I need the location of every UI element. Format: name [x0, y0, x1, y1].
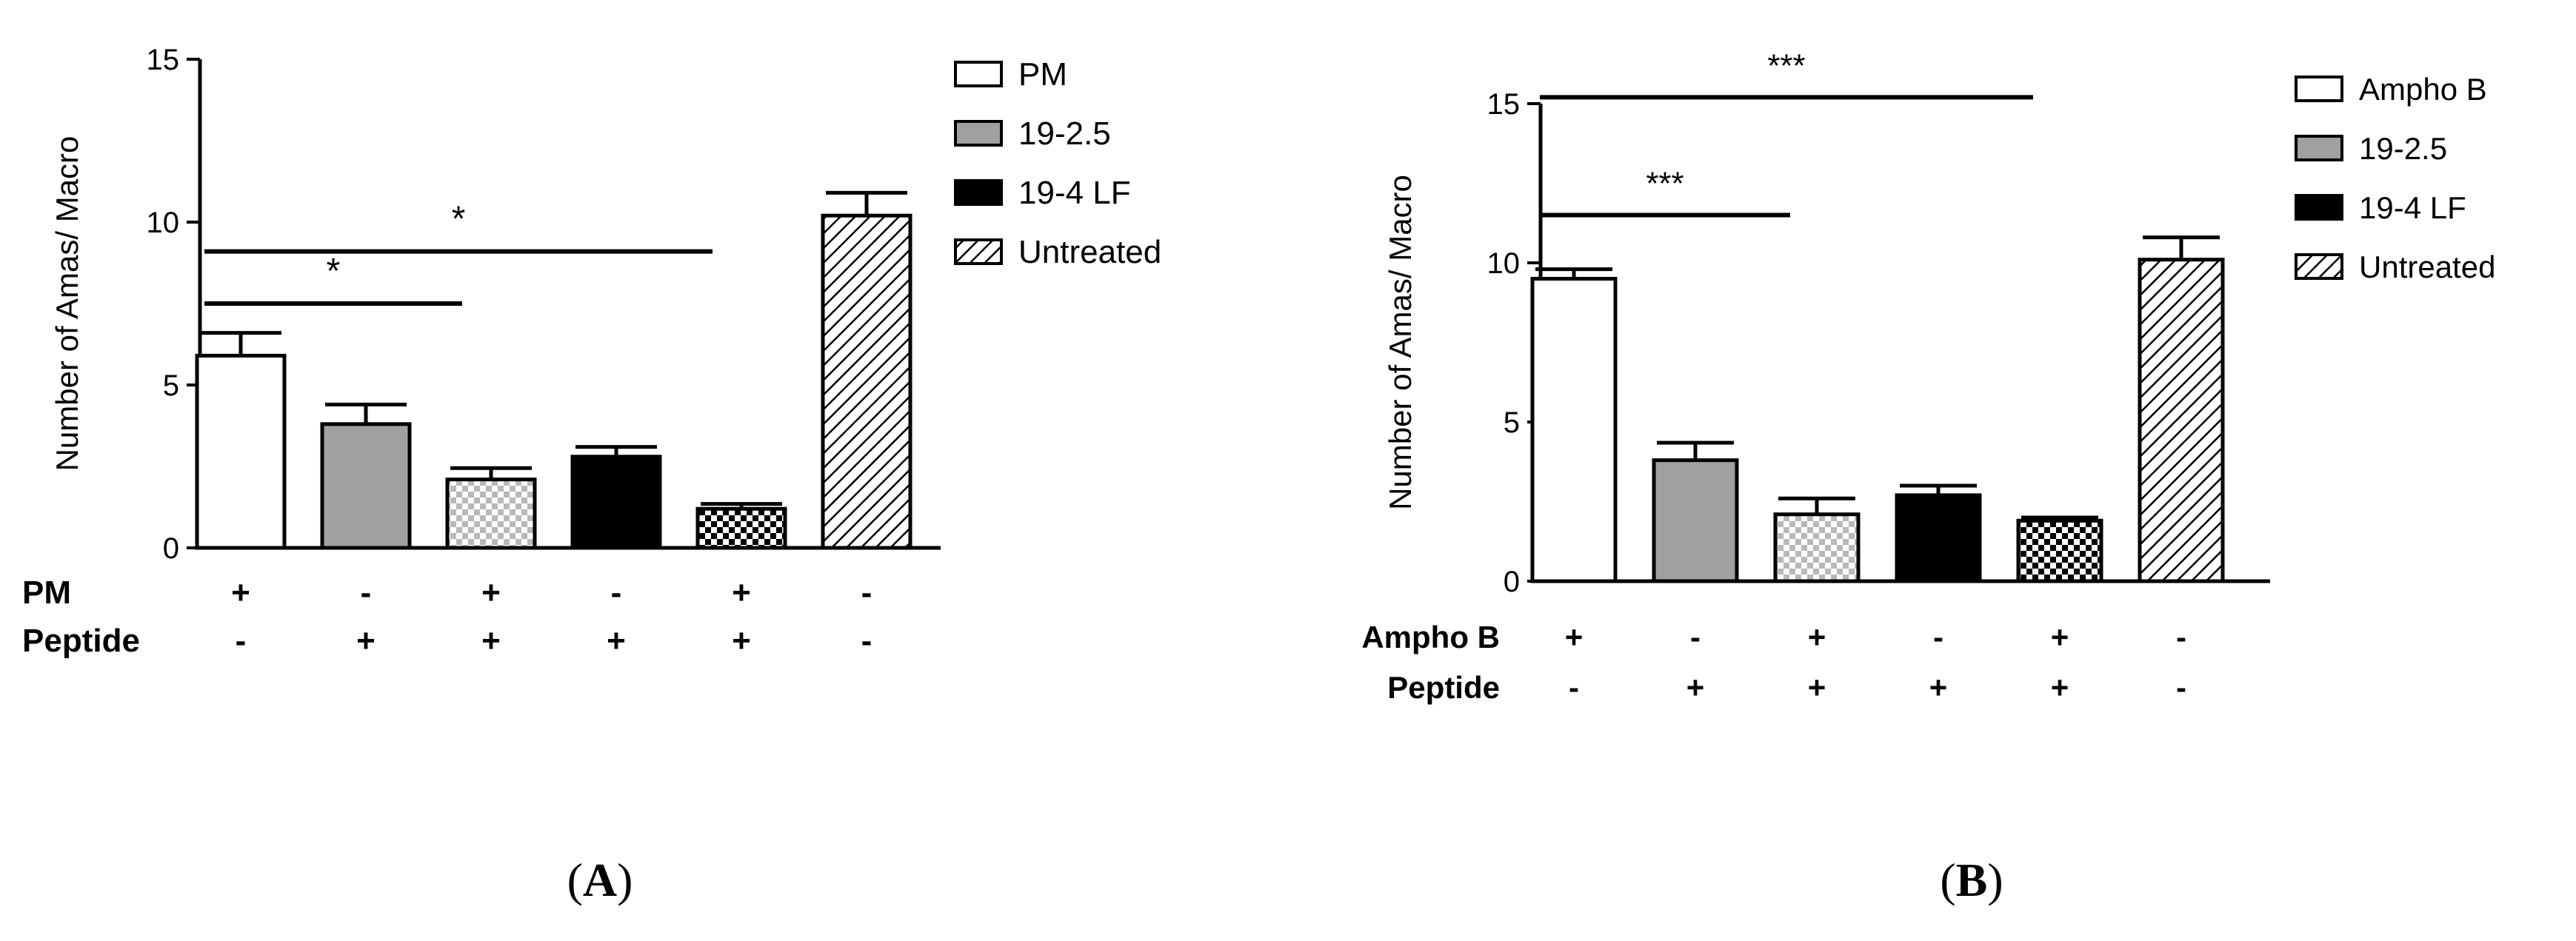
legend-swatch: [2295, 135, 2343, 161]
bar: [695, 506, 787, 550]
bar: [1773, 512, 1861, 583]
treatment-symbol: +: [1808, 620, 1826, 654]
treatment-symbol: +: [1565, 620, 1584, 654]
significance-label: ***: [1767, 47, 1805, 84]
treatment-symbol: +: [1929, 670, 1948, 705]
legend-swatch: [954, 61, 1003, 87]
bar: [1652, 458, 1739, 583]
treatment-row-label: Ampho B: [1361, 620, 1500, 654]
treatment-symbol: +: [231, 575, 250, 611]
y-tick-label: 10: [147, 207, 180, 239]
legend-label: 19-4 LF: [1018, 175, 1131, 211]
treatment-row-label: PM: [22, 575, 71, 611]
legend-swatch: [2295, 76, 2343, 102]
treatment-symbol: +: [607, 623, 626, 659]
legend-swatch: [2295, 194, 2343, 221]
significance-label: *: [452, 200, 466, 239]
y-tick-label: 5: [1504, 406, 1520, 439]
treatment-row-label: Peptide: [22, 623, 140, 659]
legend-swatch: [954, 120, 1003, 147]
treatment-symbol: +: [481, 623, 501, 659]
significance-label: *: [327, 252, 341, 291]
treatment-symbol: +: [2051, 620, 2069, 654]
treatment-symbol: +: [732, 575, 751, 611]
treatment-symbol: -: [1690, 620, 1701, 654]
treatment-symbol: -: [361, 575, 372, 611]
legend-label: PM: [1018, 56, 1067, 93]
panel-b-label: (B): [1940, 854, 2003, 906]
treatment-symbol: +: [2051, 670, 2069, 705]
treatment-symbol: +: [732, 623, 751, 659]
treatment-symbol: -: [2176, 620, 2186, 654]
treatment-symbol: +: [356, 623, 376, 659]
panel-a-chart: 0 5 10 15 Number of Amas/ Macro * * PM 19-2.5 19-…: [22, 44, 1161, 659]
y-tick-label: 15: [147, 44, 180, 76]
bar: [195, 353, 287, 550]
bar: [1895, 493, 1982, 583]
legend-swatch: [954, 238, 1003, 265]
bar: [445, 478, 537, 550]
treatment-symbol: -: [861, 623, 872, 659]
treatment-symbol: -: [1933, 620, 1943, 654]
legend-label: Untreated: [2359, 250, 2495, 284]
panel-a-label: (A): [567, 854, 633, 906]
treatment-symbol: -: [2176, 670, 2186, 705]
treatment-symbol: +: [1808, 670, 1826, 705]
bar: [570, 455, 662, 550]
y-axis-label: Number of Amas/ Macro: [50, 136, 84, 472]
y-axis-label: Number of Amas/ Macro: [1383, 175, 1418, 510]
bar: [2016, 518, 2103, 583]
legend-label: Untreated: [1018, 234, 1161, 270]
significance-label: ***: [1646, 166, 1684, 202]
y-tick-label: 10: [1487, 247, 1521, 280]
legend-label: 19-2.5: [2359, 131, 2447, 166]
y-tick-label: 5: [163, 369, 179, 402]
legend-label: Ampho B: [2359, 72, 2487, 107]
treatment-symbol: +: [481, 575, 501, 611]
bar: [320, 422, 412, 550]
bar: [1530, 277, 1618, 583]
treatment-symbol: -: [861, 575, 872, 611]
y-tick-label: 15: [1487, 88, 1521, 121]
treatment-symbol: -: [236, 623, 247, 659]
treatment-row-label: Peptide: [1387, 670, 1500, 705]
y-tick-label: 0: [1504, 566, 1520, 598]
treatment-symbol: -: [611, 575, 622, 611]
y-tick-label: 0: [163, 532, 179, 565]
legend-label: 19-4 LF: [2359, 190, 2466, 225]
bar: [821, 213, 912, 550]
treatment-symbol: +: [1686, 670, 1705, 705]
legend-label: 19-2.5: [1018, 115, 1111, 152]
legend-swatch: [2295, 253, 2343, 280]
bar: [2138, 258, 2225, 583]
treatment-symbol: -: [1569, 670, 1579, 705]
panel-b-chart: 0 5 10 15 Number of Amas/ Macro *** *** Ampho B…: [1361, 47, 2495, 705]
legend-swatch: [954, 179, 1003, 206]
